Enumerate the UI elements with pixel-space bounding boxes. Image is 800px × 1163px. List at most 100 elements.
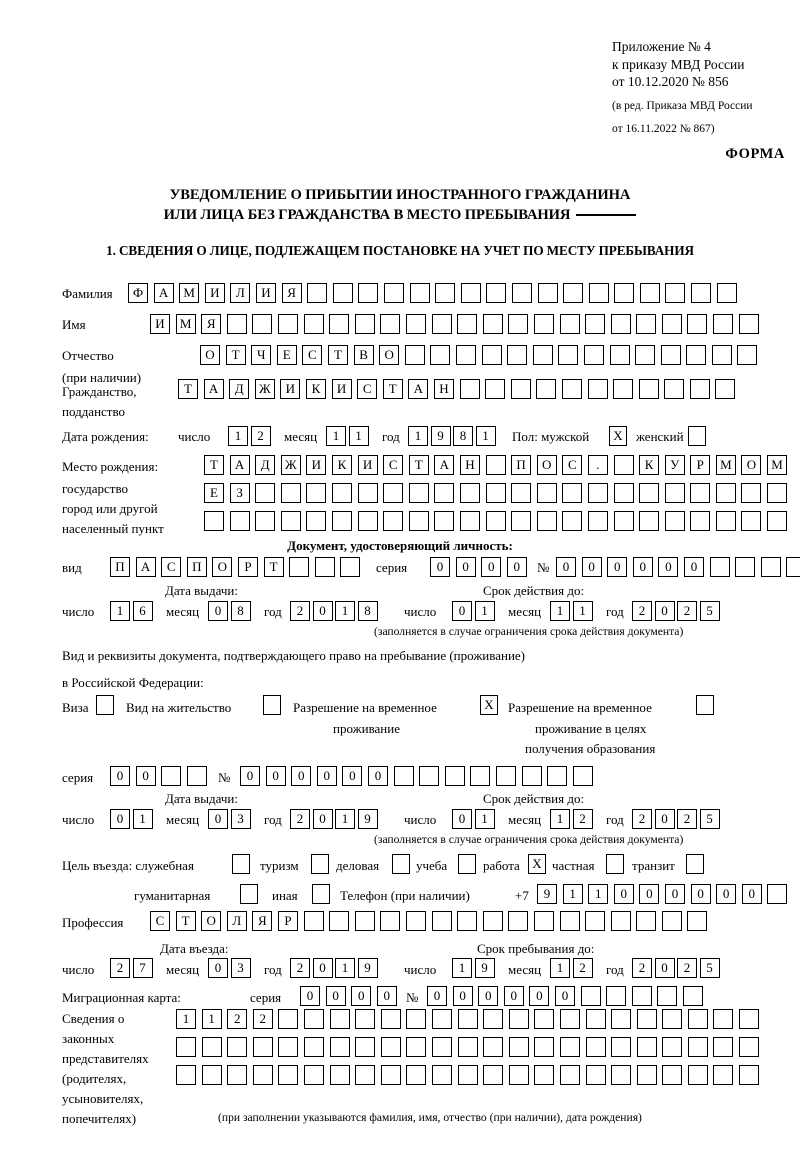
char-cell[interactable] [665,283,686,303]
char-cell[interactable] [547,766,568,786]
char-cell[interactable]: 0 [342,766,363,786]
char-cell[interactable]: Е [204,483,224,503]
char-cell[interactable] [495,766,516,786]
char-cell[interactable] [357,483,378,503]
digit-cell[interactable]: 2 [677,958,697,978]
char-cell[interactable]: 0 [658,557,679,577]
char-cell[interactable] [715,511,736,531]
digit-cell[interactable]: 9 [430,426,451,446]
char-cell[interactable] [406,1009,427,1029]
char-cell[interactable] [455,345,476,365]
char-cell[interactable] [460,283,481,303]
char-cell[interactable]: 0 [556,557,576,577]
char-cell[interactable] [280,511,301,531]
char-cell[interactable] [201,1065,222,1085]
char-cell[interactable]: Н [433,379,454,399]
char-cell[interactable] [735,557,756,577]
char-cell[interactable] [252,1065,273,1085]
char-cell[interactable] [741,483,762,503]
digit-cell[interactable]: 1 [475,426,496,446]
char-cell[interactable] [406,1037,427,1057]
char-cell[interactable] [664,511,685,531]
char-cell[interactable] [713,1037,734,1057]
char-cell[interactable] [434,483,455,503]
char-cell[interactable] [380,1065,401,1085]
char-cell[interactable]: 0 [240,766,260,786]
char-cell[interactable] [485,511,506,531]
digit-cell[interactable]: 9 [474,958,495,978]
digit-cell[interactable]: 0 [208,958,228,978]
char-cell[interactable] [709,557,730,577]
char-cell[interactable] [355,1065,376,1085]
char-cell[interactable] [457,1009,478,1029]
char-cell[interactable] [176,1037,196,1057]
digit-cell[interactable]: 3 [230,958,251,978]
char-cell[interactable] [508,314,529,334]
char-cell[interactable] [278,1037,299,1057]
char-cell[interactable] [482,314,503,334]
char-cell[interactable] [227,1037,248,1057]
char-cell[interactable]: К [639,455,660,475]
char-cell[interactable] [419,766,440,786]
digit-cell[interactable]: 1 [452,958,472,978]
digit-cell[interactable]: 0 [312,809,333,829]
char-cell[interactable]: В [353,345,374,365]
char-cell[interactable] [329,314,350,334]
char-cell[interactable]: П [110,557,130,577]
char-cell[interactable]: 2 [227,1009,248,1029]
char-cell[interactable]: А [203,379,224,399]
char-cell[interactable]: 0 [581,557,602,577]
digit-cell[interactable]: 0 [312,958,333,978]
char-cell[interactable] [229,511,250,531]
char-cell[interactable] [716,283,737,303]
digit-cell[interactable]: 8 [230,601,251,621]
char-cell[interactable] [534,1037,555,1057]
char-cell[interactable] [741,511,762,531]
digit-cell[interactable]: 0 [312,601,333,621]
char-cell[interactable]: 0 [300,986,320,1006]
char-cell[interactable] [639,283,660,303]
char-cell[interactable] [404,345,425,365]
char-cell[interactable]: 0 [110,766,130,786]
digit-cell[interactable]: 1 [550,601,570,621]
char-cell[interactable]: 0 [135,766,156,786]
char-cell[interactable] [483,1009,504,1029]
char-cell[interactable]: Ж [280,455,301,475]
char-cell[interactable] [559,1009,580,1029]
char-cell[interactable]: 0 [639,884,660,904]
purpose-official-checkbox[interactable] [232,854,250,874]
purpose-humanitarian-checkbox[interactable] [240,884,258,904]
char-cell[interactable] [227,1065,248,1085]
char-cell[interactable] [486,283,507,303]
char-cell[interactable] [559,911,580,931]
char-cell[interactable] [532,345,553,365]
char-cell[interactable] [611,1065,632,1085]
char-cell[interactable] [635,345,656,365]
char-cell[interactable]: О [200,345,220,365]
char-cell[interactable] [737,345,758,365]
char-cell[interactable] [631,986,652,1006]
char-cell[interactable] [255,483,276,503]
char-cell[interactable]: 0 [351,986,372,1006]
char-cell[interactable] [690,483,711,503]
char-cell[interactable] [457,1065,478,1085]
digit-cell[interactable]: 1 [474,601,495,621]
char-cell[interactable] [485,455,506,475]
char-cell[interactable] [686,345,707,365]
char-cell[interactable] [610,314,631,334]
char-cell[interactable]: А [434,455,455,475]
purpose-transit-checkbox[interactable] [686,854,704,874]
char-cell[interactable]: Я [281,283,302,303]
char-cell[interactable]: С [562,455,583,475]
char-cell[interactable] [303,1037,324,1057]
char-cell[interactable] [383,511,404,531]
